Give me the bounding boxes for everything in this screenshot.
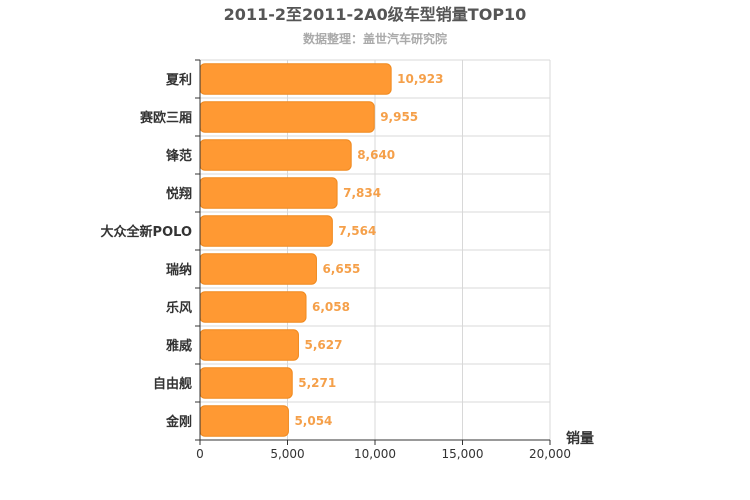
category-label: 赛欧三厢 (139, 110, 192, 126)
data-label: 6,655 (322, 262, 360, 276)
category-label: 自由舰 (153, 376, 192, 392)
data-label: 9,955 (380, 110, 418, 124)
category-label: 雅威 (166, 338, 192, 354)
category-label: 金刚 (165, 414, 192, 430)
data-label: 10,923 (397, 72, 443, 86)
x-axis-title: 销量 (566, 430, 594, 447)
bar[interactable] (199, 405, 289, 437)
category-label: 乐风 (166, 300, 192, 316)
data-label: 8,640 (357, 148, 395, 162)
category-label: 夏利 (165, 72, 192, 88)
bar[interactable] (199, 139, 352, 171)
bar[interactable] (199, 215, 333, 247)
bar[interactable] (199, 101, 375, 133)
data-label: 7,564 (338, 224, 376, 238)
bar[interactable] (199, 253, 317, 285)
x-tick-label: 0 (196, 447, 204, 461)
category-label: 锋范 (166, 148, 192, 164)
bar[interactable] (199, 367, 293, 399)
data-label: 7,834 (343, 186, 381, 200)
category-label: 悦翔 (166, 186, 192, 202)
data-label: 5,627 (304, 338, 342, 352)
bars: 10,923 9,955 8,640 7,834 7,564 6,655 6,058 5,62… (199, 63, 443, 437)
bar[interactable] (199, 329, 299, 361)
chart-title: 2011-2至2011-2A0级车型销量TOP10 (224, 5, 527, 24)
grid-lines (200, 59, 551, 441)
category-label: 大众全新POLO (101, 224, 192, 240)
bar[interactable] (199, 291, 307, 323)
data-label: 5,054 (294, 414, 332, 428)
data-label: 5,271 (298, 376, 336, 390)
bar[interactable] (199, 177, 338, 209)
x-tick-label: 15,000 (442, 447, 484, 461)
bar[interactable] (199, 63, 392, 95)
chart-subtitle: 数据整理：盖世汽车研究院 (303, 31, 447, 46)
data-label: 6,058 (312, 300, 350, 314)
category-label: 瑞纳 (166, 262, 192, 278)
x-tick-label: 20,000 (529, 447, 571, 461)
x-tick-label: 10,000 (354, 447, 396, 461)
x-tick-label: 5,000 (270, 447, 304, 461)
